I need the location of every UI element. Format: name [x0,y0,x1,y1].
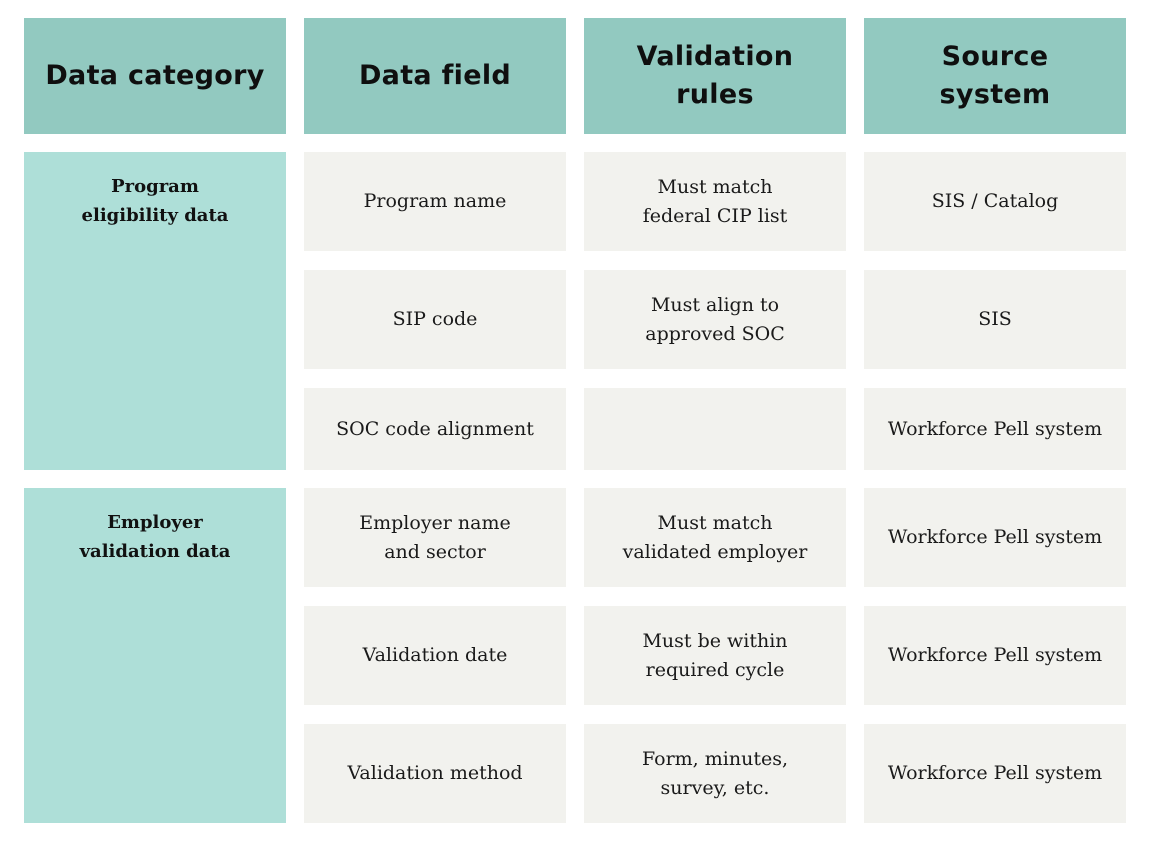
category-employer-validation: Employer validation data [24,488,286,823]
table-cell-field: Validation method [304,724,566,823]
table-cell-rule [584,388,846,470]
table-cell-field: SOC code alignment [304,388,566,470]
table-cell-source: Workforce Pell system [864,724,1126,823]
header-source-system: Source system [864,18,1126,134]
table-cell-field: Program name [304,152,566,251]
table-cell-source: SIS / Catalog [864,152,1126,251]
header-validation-rules: Validation rules [584,18,846,134]
table-cell-rule: Must align to approved SOC [584,270,846,369]
table-cell-rule: Must match validated employer [584,488,846,587]
table-cell-source: Workforce Pell system [864,606,1126,705]
table-cell-rule: Must be within required cycle [584,606,846,705]
table-cell-source: Workforce Pell system [864,488,1126,587]
table-cell-source: Workforce Pell system [864,388,1126,470]
category-program-eligibility: Program eligibility data [24,152,286,470]
table-cell-field: Validation date [304,606,566,705]
header-data-field: Data field [304,18,566,134]
table-cell-rule: Form, minutes, survey, etc. [584,724,846,823]
table-cell-rule: Must match federal CIP list [584,152,846,251]
table-cell-field: SIP code [304,270,566,369]
table-cell-source: SIS [864,270,1126,369]
header-data-category: Data category [24,18,286,134]
table-cell-field: Employer name and sector [304,488,566,587]
